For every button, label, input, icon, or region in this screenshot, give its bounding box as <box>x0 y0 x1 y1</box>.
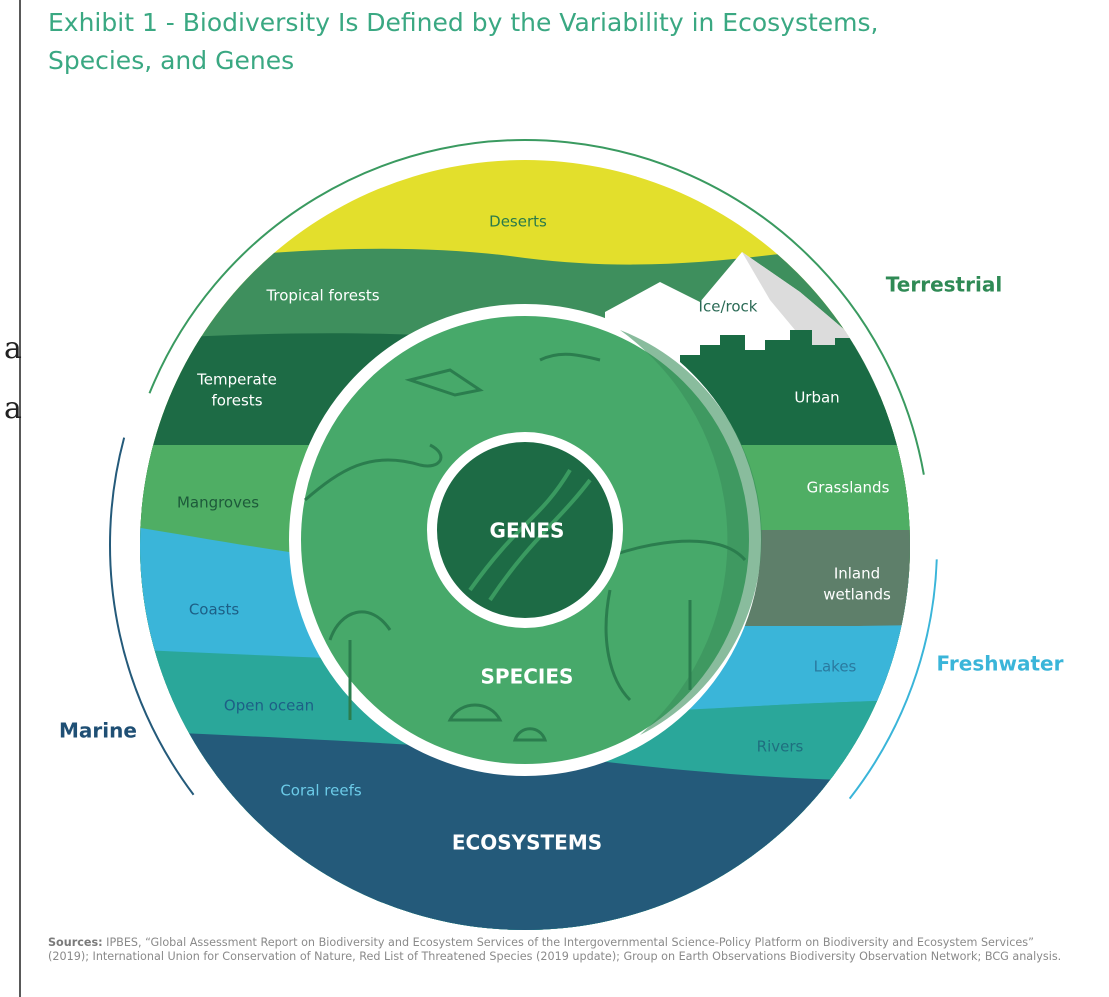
ecosystem-label: Grasslands <box>807 479 890 497</box>
level-label: GENES <box>490 519 565 543</box>
ecosystem-label: wetlands <box>823 586 891 604</box>
ecosystem-label: Tropical forests <box>265 287 379 305</box>
ecosystem-label: Urban <box>794 389 839 407</box>
page: { "header": {"title_lines": ["Exhibit 1 … <box>0 0 1109 997</box>
level-label: ECOSYSTEMS <box>452 831 602 855</box>
sources-label: Sources: <box>48 936 103 949</box>
margin-fragment: a <box>4 331 22 366</box>
ecosystem-label: Inland <box>834 565 880 583</box>
ecosystem-label: Lakes <box>814 658 857 676</box>
margin-fragment: a <box>4 391 22 426</box>
diagram: Exhibit 1 - Biodiversity Is Defined by t… <box>0 0 1109 997</box>
ecosystem-label: Mangroves <box>177 494 259 512</box>
title-line: Species, and Genes <box>48 46 294 75</box>
ecosystem-label: forests <box>211 392 262 410</box>
ecosystem-label: Coral reefs <box>280 782 362 800</box>
realm-label: Marine <box>59 719 137 743</box>
ecosystem-label: Temperate <box>196 371 277 389</box>
ecosystem-label: Deserts <box>489 213 547 231</box>
ecosystem-label: Ice/rock <box>699 298 758 316</box>
realm-label: Terrestrial <box>886 273 1002 297</box>
ecosystem-label: Rivers <box>757 738 804 756</box>
sources: Sources: IPBES, “Global Assessment Repor… <box>48 936 1078 964</box>
sources-text: IPBES, “Global Assessment Report on Biod… <box>48 936 1061 963</box>
realm-label: Freshwater <box>937 652 1064 676</box>
ecosystem-label: Coasts <box>189 601 240 619</box>
ecosystem-label: Open ocean <box>224 697 314 715</box>
title-line: Exhibit 1 - Biodiversity Is Defined by t… <box>48 8 879 37</box>
level-label: SPECIES <box>481 665 574 689</box>
